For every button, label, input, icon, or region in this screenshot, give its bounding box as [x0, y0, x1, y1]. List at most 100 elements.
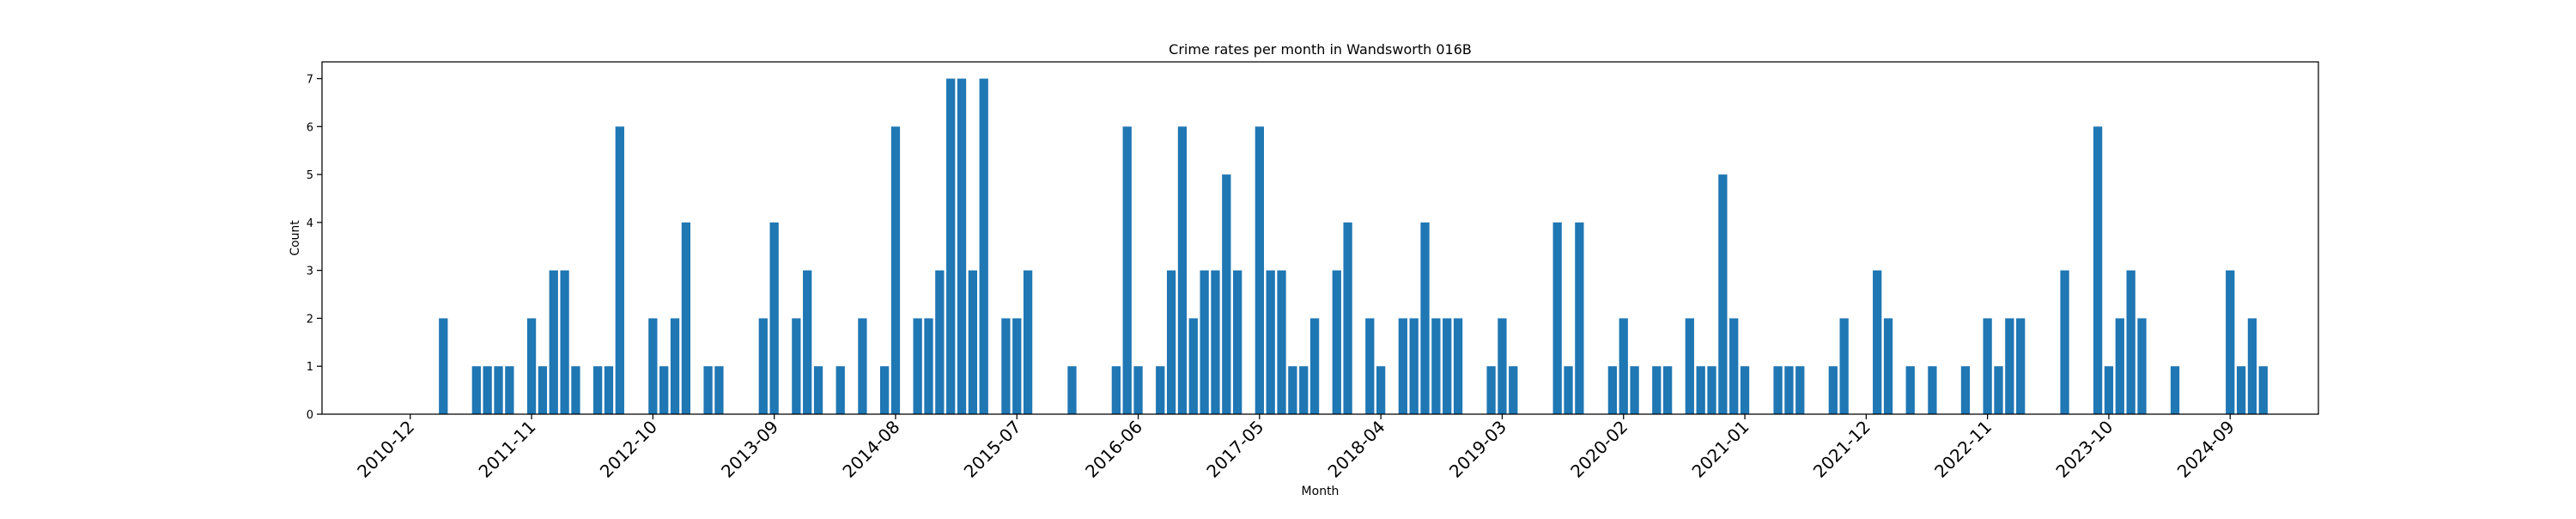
bar: [1486, 366, 1496, 414]
bar: [1498, 318, 1507, 414]
bar: [604, 366, 614, 414]
bar: [2126, 270, 2136, 414]
bar: [1133, 366, 1143, 414]
bar: [1309, 318, 1320, 414]
bar: [2104, 366, 2114, 414]
bar: [913, 318, 922, 414]
bar: [1839, 318, 1849, 414]
bar: [1905, 366, 1915, 414]
bar: [1707, 366, 1716, 414]
bar: [714, 366, 724, 414]
y-axis: 0 1 2 3 4 5 6 7: [307, 74, 322, 422]
bar: [879, 366, 890, 414]
bar: [1188, 318, 1198, 414]
bar: [1960, 366, 1971, 414]
bar: [1828, 366, 1838, 414]
y-tick-label: 2: [307, 313, 313, 326]
bar: [1662, 366, 1673, 414]
bar: [659, 366, 669, 414]
bar: [670, 318, 680, 414]
bar: [2236, 366, 2246, 414]
bar: [1928, 366, 1937, 414]
bar: [835, 366, 845, 414]
bar: [2115, 318, 2124, 414]
bar: [1409, 318, 1419, 414]
bar: [1001, 318, 1011, 414]
bar: [1564, 366, 1573, 414]
bar: [2093, 126, 2103, 414]
plot-frame: [321, 61, 2319, 415]
bar: [1696, 366, 1705, 414]
bar: [1343, 222, 1352, 414]
bar: [1453, 318, 1463, 414]
bar: [957, 78, 967, 415]
bar: [2005, 318, 2014, 414]
bars-group: [439, 78, 2268, 415]
bar: [1023, 270, 1033, 414]
bar: [1994, 366, 2003, 414]
bar: [2258, 366, 2268, 414]
bar: [1122, 126, 1132, 414]
chart-title: Crime rates per month in Wandsworth 016B: [1169, 41, 1472, 58]
bar: [1067, 366, 1077, 414]
bar: [935, 270, 945, 414]
bar: [592, 366, 603, 414]
bar: [2247, 318, 2257, 414]
bar: [703, 366, 713, 414]
bar: [526, 318, 537, 414]
bar: [1156, 366, 1165, 414]
bar: [1740, 366, 1750, 414]
bar: [1575, 222, 1584, 414]
bar: [1255, 126, 1264, 414]
bar: [1431, 318, 1441, 414]
bar: [1012, 318, 1022, 414]
bar: [1277, 270, 1286, 414]
bar: [560, 270, 569, 414]
y-tick-label: 0: [307, 409, 313, 422]
bar: [1332, 270, 1341, 414]
bar: [1211, 270, 1220, 414]
bar: [681, 222, 691, 414]
bar: [1111, 366, 1121, 414]
bar: [1873, 270, 1882, 414]
x-axis-label: Month: [1302, 485, 1340, 498]
bar: [1795, 366, 1805, 414]
bar: [615, 126, 624, 414]
bar: [1398, 318, 1407, 414]
bar: [1376, 366, 1386, 414]
bar: [979, 78, 988, 415]
bar: [1685, 318, 1694, 414]
y-tick-label: 6: [307, 121, 313, 134]
y-tick-label: 3: [307, 266, 313, 278]
bar: [803, 270, 812, 414]
bar: [1509, 366, 1518, 414]
bar: [858, 318, 867, 414]
bar: [1233, 270, 1242, 414]
bar: [1784, 366, 1794, 414]
bar: [471, 366, 481, 414]
bar: [505, 366, 514, 414]
bar: [946, 78, 956, 415]
bar: [1630, 366, 1639, 414]
bar: [648, 318, 658, 414]
bar: [1299, 366, 1309, 414]
y-tick-label: 5: [307, 169, 313, 182]
bar: [1652, 366, 1662, 414]
bar: [1177, 126, 1188, 414]
bar: [1773, 366, 1783, 414]
bar: [769, 222, 779, 414]
bar: [890, 126, 901, 414]
bar: [1883, 318, 1893, 414]
bar: [1365, 318, 1375, 414]
bar: [1552, 222, 1562, 414]
bar: [439, 318, 448, 414]
bar: [2226, 270, 2235, 414]
bar: [813, 366, 823, 414]
bar: [1729, 318, 1739, 414]
bar: [1420, 222, 1430, 414]
bar: [2060, 270, 2069, 414]
bar: [1718, 174, 1728, 414]
